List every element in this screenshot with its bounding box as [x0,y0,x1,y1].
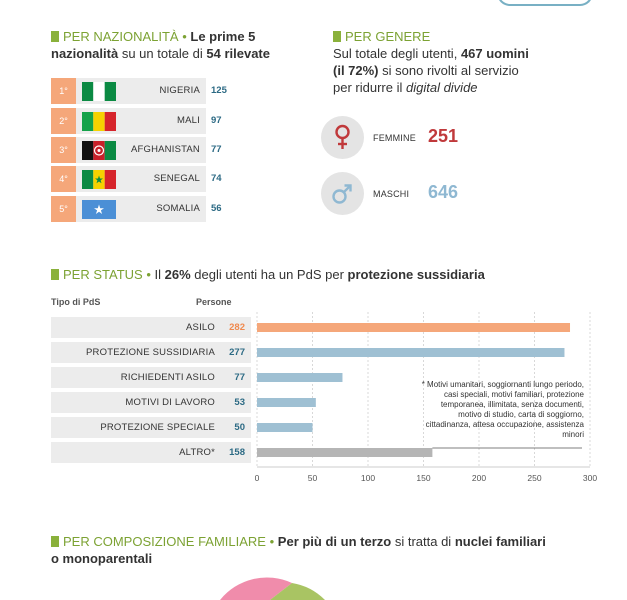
x-tick-label: 200 [472,473,486,483]
male-symbol-icon [332,184,352,204]
green-square-icon [51,269,59,280]
bar [257,423,313,432]
footnote: * Motivi umanitari, soggiornanti lungo p… [421,380,584,439]
nationality-name: NIGERIA [159,85,200,96]
x-tick-label: 150 [416,473,430,483]
rank-badge: 4° [51,166,76,192]
nationality-row: 1° NIGERIA [51,78,206,104]
female-symbol-icon [335,124,350,149]
x-tick-label: 300 [583,473,597,483]
nationality-value: 125 [211,85,227,96]
afghanistan-flag-icon [82,141,116,160]
female-label: FEMMINE [373,133,416,143]
rank-badge: 1° [51,78,76,104]
nationality-section-title: PER NAZIONALITÀ • Le prime 5 nazionalità… [51,29,270,61]
status-row: ASILO 282 [51,317,251,338]
nationality-row: 5° SOMALIA [51,196,206,222]
x-tick-label: 250 [527,473,541,483]
status-row: PROTEZIONE SPECIALE 50 [51,417,251,438]
family-section-title: PER COMPOSIZIONE FAMILIARE • Per più di … [51,534,546,566]
green-square-icon [51,31,59,42]
male-symbol-badge [321,172,364,215]
female-value: 251 [428,126,459,146]
nationality-value: 74 [211,173,222,184]
x-tick-label: 50 [308,473,318,483]
status-row: RICHIEDENTI ASILO 77 [51,367,251,388]
nationality-value: 97 [211,115,222,126]
status-value: 277 [229,347,245,358]
status-value: 282 [229,322,245,333]
bar [257,323,571,332]
nationality-row: 2° MALI [51,108,206,134]
nationality-value: 56 [211,203,222,214]
gender-section-title: PER GENERE Sul totale degli utenti, 467 … [333,29,529,95]
column-header-people: Persone [196,297,232,307]
female-symbol-badge [321,116,364,159]
nationality-name: MALI [177,115,200,126]
mali-flag-icon [82,112,116,131]
status-value: 50 [234,422,245,433]
x-tick-label: 0 [255,473,260,483]
nationality-name: SOMALIA [156,203,200,214]
bar [257,348,565,357]
status-value: 158 [229,447,245,458]
column-header-type: Tipo di PdS [51,297,101,307]
green-square-icon [333,31,341,42]
bar [257,398,316,407]
senegal-flag-icon [82,170,116,189]
status-label: PROTEZIONE SPECIALE [100,422,215,433]
status-section-title: PER STATUS • Il 26% degli utenti ha un P… [51,266,611,283]
bar [257,448,433,457]
status-row: MOTIVI DI LAVORO 53 [51,392,251,413]
status-row: PROTEZIONE SUSSIDIARIA 277 [51,342,251,363]
status-row: ALTRO* 158 [51,442,251,463]
nationality-value: 77 [211,144,222,155]
status-label: PROTEZIONE SUSSIDIARIA [86,347,215,358]
green-square-icon [51,536,59,547]
status-value: 53 [234,397,245,408]
status-label: MOTIVI DI LAVORO [125,397,215,408]
nigeria-flag-icon [82,82,116,101]
rank-badge: 2° [51,108,76,134]
nationality-name: SENEGAL [153,173,200,184]
rank-badge: 3° [51,137,76,163]
nationality-name: AFGHANISTAN [130,144,200,155]
nationality-row: 4° SENEGAL [51,166,206,192]
male-label: MASCHI [373,189,410,199]
status-label: RICHIEDENTI ASILO [120,372,215,383]
status-label: ALTRO* [179,447,215,458]
x-tick-label: 100 [361,473,375,483]
rank-badge: 5° [51,196,76,222]
status-label: ASILO [186,322,215,333]
family-pie-chart-partial [220,577,325,600]
bar [257,373,343,382]
status-value: 77 [234,372,245,383]
male-value: 646 [428,182,459,202]
nationality-row: 3° AFGHANISTAN [51,137,206,163]
somalia-flag-icon [82,200,116,219]
